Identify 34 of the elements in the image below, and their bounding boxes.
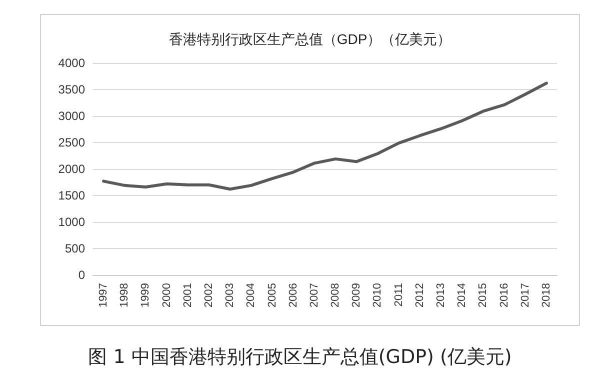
y-tick-label: 4000 [58,56,86,70]
x-tick-label: 2013 [435,283,447,308]
x-tick-label: 2011 [392,283,405,307]
x-tick-label: 2000 [160,283,173,308]
chart-title: 香港特别行政区生产总值（GDP）（亿美元） [168,31,452,47]
y-tick-label: 500 [64,242,86,256]
x-tick-label: 2015 [477,283,490,308]
y-tick-label: 3000 [58,109,86,123]
x-tick-label: 2018 [540,283,552,308]
line-series [102,82,548,191]
x-tick-label: 1999 [140,283,152,308]
x-tick-label: 2008 [330,283,342,308]
x-tick-label: 2005 [266,283,278,308]
x-tick-label: 1997 [98,283,110,308]
x-tick-label: 2001 [182,283,194,308]
x-tick-label: 2016 [498,283,510,308]
x-tick-label: 2004 [245,283,258,308]
x-tick-label: 2007 [308,283,320,308]
x-tick-label: 2009 [350,283,363,308]
x-tick-label: 2010 [372,283,384,308]
x-tick-label: 1998 [118,283,131,308]
y-tick-label: 1500 [58,188,86,202]
x-tick-label: 2006 [287,283,300,308]
x-tick-label: 2014 [456,283,468,308]
x-tick-label: 2012 [414,283,426,308]
caption: 图 1 中国香港特别行政区生产总值(GDP) (亿美元) [87,345,513,370]
y-tick-label: 2000 [58,162,86,176]
y-tick-label: 1000 [58,215,86,229]
x-tick-label: 2002 [203,283,215,308]
y-tick-label: 3500 [58,82,86,96]
x-tick-label: 2017 [519,283,532,308]
x-tick-label: 2003 [224,283,236,308]
y-tick-label: 0 [78,268,86,282]
y-tick-label: 2500 [58,136,86,150]
